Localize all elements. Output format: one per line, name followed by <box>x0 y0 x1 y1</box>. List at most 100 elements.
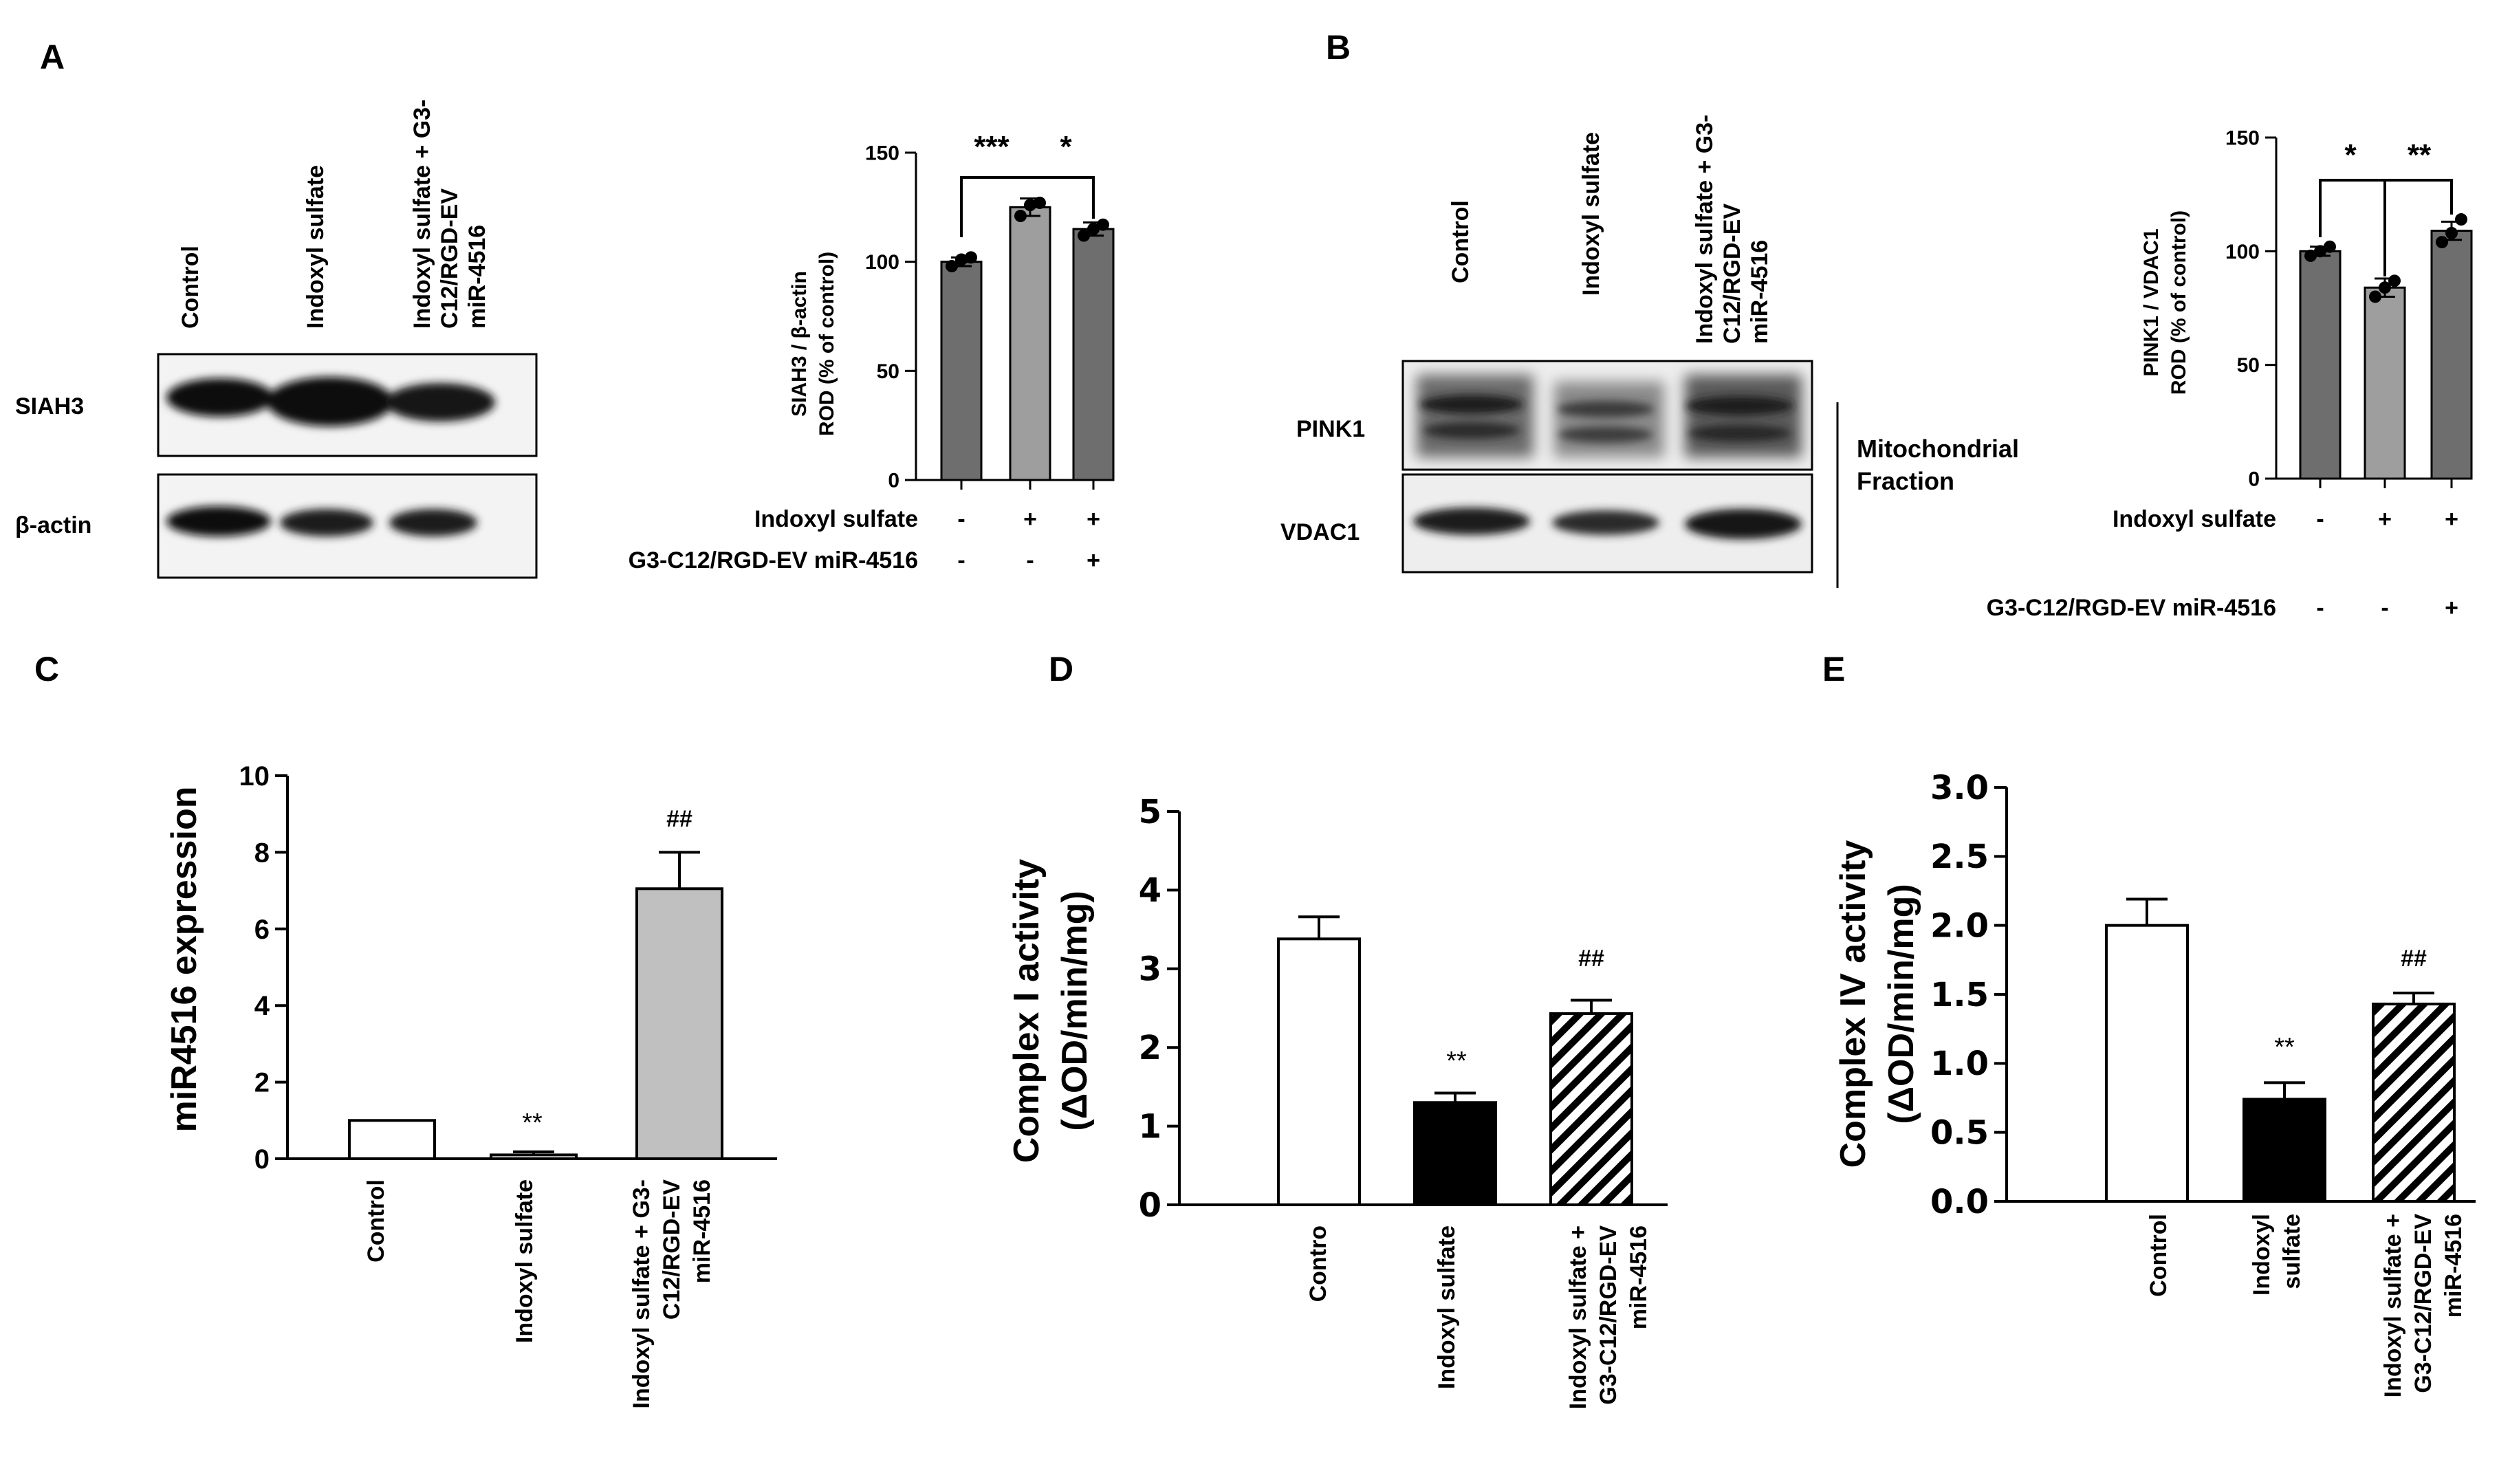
category-label: miR-4516 <box>1626 1225 1652 1329</box>
bar <box>2105 924 2189 1203</box>
annotation-hash: ## <box>2401 946 2427 972</box>
y-tick-label: 3 <box>1139 950 1161 989</box>
condition-label-indoxyl: Indoxyl sulfate <box>754 506 918 532</box>
significance-bracket <box>960 176 1030 237</box>
y-tick-label: 4 <box>1139 871 1161 910</box>
condition-label-ev: G3-C12/RGD-EV miR-4516 <box>629 547 918 574</box>
condition-mark: + <box>2445 506 2458 532</box>
y-tick-label: 2 <box>254 1068 270 1098</box>
bar <box>490 1153 578 1161</box>
bar <box>1413 1101 1497 1207</box>
y-tick-label: 150 <box>2225 127 2260 150</box>
lane-label-combo-3: miR-4516 <box>1747 240 1773 344</box>
lane-label-combo-2: C12/RGD-EV <box>437 188 463 329</box>
stat-star-2: ** <box>2408 138 2432 172</box>
bar <box>2299 250 2342 480</box>
y-tick-label: 100 <box>865 251 899 274</box>
y-tick-label: 2.5 <box>1930 838 1989 876</box>
category-label: Control <box>363 1179 389 1263</box>
data-point <box>2436 236 2448 249</box>
condition-mark: - <box>2381 595 2388 621</box>
y-tick-label: 1.0 <box>1930 1045 1989 1083</box>
data-point <box>1078 229 1090 242</box>
lane-label-combo-1: Indoxyl sulfate + G3- <box>409 100 435 329</box>
lane-label-indoxyl: Indoxyl sulfate <box>303 165 329 329</box>
bar <box>1277 937 1361 1206</box>
category-label: Indoxyl sulfate <box>512 1179 538 1343</box>
condition-mark: + <box>1087 506 1100 532</box>
bar <box>2242 1098 2326 1203</box>
y-tick-label: 4 <box>254 991 270 1021</box>
bar <box>2430 230 2473 480</box>
data-point <box>2324 240 2336 253</box>
bar <box>635 887 723 1160</box>
y-axis-label-line2: (ΔOD/min/mg) <box>1881 884 1921 1124</box>
bar <box>2364 286 2406 480</box>
bar <box>1549 1012 1633 1207</box>
data-point <box>2379 281 2391 294</box>
condition-mark: - <box>2316 595 2324 621</box>
annotation-stars: ** <box>2274 1033 2295 1062</box>
data-point <box>2369 290 2381 303</box>
y-tick-label: 1.5 <box>1930 976 1989 1014</box>
data-point <box>1097 218 1109 231</box>
data-point <box>946 260 958 273</box>
condition-mark: - <box>957 506 965 532</box>
stat-star-2: * <box>1060 130 1072 164</box>
y-tick-label: 8 <box>254 838 270 868</box>
bar <box>2372 1003 2456 1203</box>
y-axis-label-line1: Complex I activity <box>1007 859 1047 1163</box>
lane-label-control: Control <box>177 245 204 329</box>
data-point <box>2388 274 2401 287</box>
category-label: Control <box>2146 1214 2172 1297</box>
category-label: G3-C12/RGD-EV <box>1595 1225 1622 1405</box>
category-label: sulfate <box>2279 1214 2305 1289</box>
y-tick-label: 0 <box>254 1144 270 1175</box>
panel-a-blot: Control Indoxyl sulfate Indoxyl sulfate … <box>15 100 538 579</box>
stat-star-1: * <box>2344 138 2357 172</box>
category-labels: Control Indoxyl sulfate Indoxyl sulfate + G3… <box>2146 1214 2467 1398</box>
y-tick-label: 150 <box>865 142 899 165</box>
data-point <box>1014 210 1027 223</box>
y-axis-label: miR4516 expression <box>164 787 204 1133</box>
category-label: Indoxyl sulfate + <box>2380 1214 2406 1397</box>
category-label: Indoxyl <box>2249 1214 2275 1296</box>
condition-label-indoxyl: Indoxyl sulfate <box>2113 506 2276 532</box>
y-tick-label: 50 <box>2237 354 2260 377</box>
category-labels: Contro Indoxyl sulfate Indoxyl sulfate + G3… <box>1305 1225 1652 1410</box>
blot-row-label-pink1: PINK1 <box>1296 416 1365 442</box>
data-point <box>955 253 968 266</box>
panel-a-chart: SIAH3 / β-actin ROD (% of control) *** *… <box>629 130 1115 574</box>
blot-row-label-siah3: SIAH3 <box>15 393 84 419</box>
y-axis-label-line1: PINK1 / VDAC1 <box>2140 228 2163 376</box>
category-label: C12/RGD-EV <box>659 1179 685 1320</box>
panel-b-blot: Control Indoxyl sulfate Indoxyl sulfate … <box>1280 115 2019 588</box>
category-label: Contro <box>1305 1225 1331 1302</box>
y-tick-label: 100 <box>2225 241 2260 263</box>
y-tick-label: 6 <box>254 915 270 945</box>
y-tick-label: 0.5 <box>1930 1113 1989 1152</box>
panel-letter-c: C <box>34 650 59 688</box>
panel-b-chart: PINK1 / VDAC1 ROD (% of control) * ** In… <box>1987 127 2473 621</box>
condition-label-ev: G3-C12/RGD-EV miR-4516 <box>1987 595 2276 621</box>
category-labels: Control Indoxyl sulfate Indoxyl sulfate + … <box>363 1179 715 1409</box>
data-point <box>2455 213 2467 226</box>
lane-label-combo-3: miR-4516 <box>464 225 490 329</box>
category-label: Indoxyl sulfate + G3- <box>629 1179 655 1408</box>
annotation-hash: ## <box>1578 946 1604 972</box>
y-tick-label: 10 <box>239 761 270 792</box>
blot-row-label-vdac1: VDAC1 <box>1280 519 1360 545</box>
y-tick-label: 0 <box>888 470 899 492</box>
y-tick-label: 5 <box>1139 793 1161 831</box>
lane-label-indoxyl: Indoxyl sulfate <box>1578 132 1604 296</box>
condition-mark: - <box>2316 506 2324 532</box>
condition-mark: + <box>1023 506 1037 532</box>
panel-letter-b: B <box>1326 28 1351 67</box>
panel-letter-d: D <box>1049 650 1073 688</box>
category-label: G3-C12/RGD-EV <box>2410 1214 2436 1393</box>
y-tick-label: 0 <box>2248 468 2260 491</box>
fraction-label-line1: Mitochondrial <box>1857 435 2019 463</box>
fraction-label-line2: Fraction <box>1857 467 1954 495</box>
bar <box>940 261 983 481</box>
